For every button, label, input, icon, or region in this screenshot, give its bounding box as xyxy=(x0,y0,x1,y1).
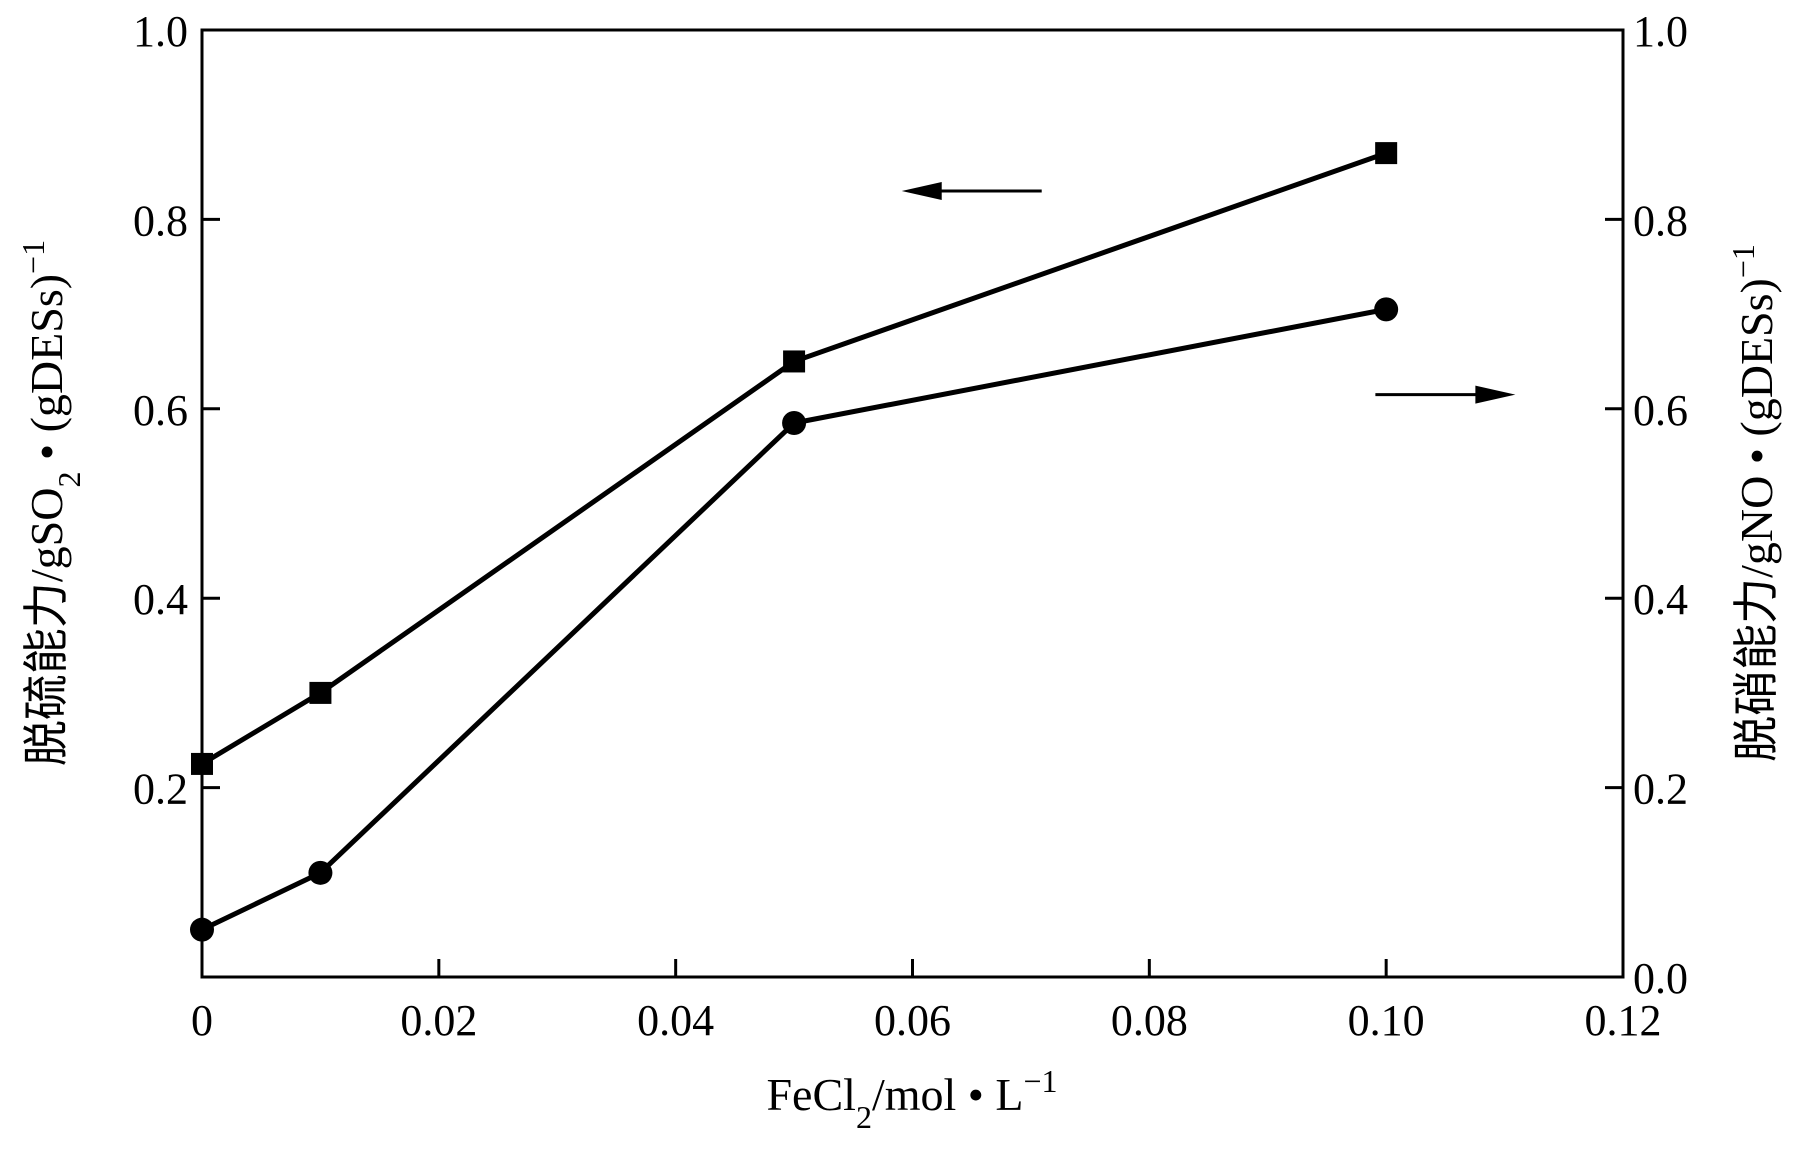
y-right-tick-label: 0.0 xyxy=(1633,954,1688,1003)
y-right-tick-label: 1.0 xyxy=(1633,7,1688,56)
y-axis-left-label: 脱硫能力/gSO2 • (gDESs)−1 xyxy=(15,240,87,766)
data-point-no xyxy=(782,411,807,436)
x-tick-label: 0.10 xyxy=(1348,996,1425,1045)
data-point-no xyxy=(1374,297,1399,322)
y-left-tick-label: 0.2 xyxy=(133,765,188,814)
x-tick-label: 0.04 xyxy=(637,996,714,1045)
y-left-tick-label: 0.8 xyxy=(133,196,188,245)
x-tick-label: 0.02 xyxy=(400,996,477,1045)
x-tick-label: 0.12 xyxy=(1585,996,1662,1045)
x-tick-label: 0.08 xyxy=(1111,996,1188,1045)
arrow-left-icon xyxy=(901,181,1042,200)
data-point-so2 xyxy=(1375,142,1398,165)
tick-labels: 0 0.02 0.04 0.06 0.08 0.10 0.12 0.2 0.4 0.6 0.8 1.0… xyxy=(133,7,1688,1045)
plot-frame xyxy=(200,28,1625,979)
y-right-tick-label: 0.4 xyxy=(1633,575,1688,624)
data-point-no xyxy=(190,917,214,942)
x-tick-label: 0.06 xyxy=(874,996,951,1045)
series-line-so2 xyxy=(200,150,1387,767)
y-right-tick-label: 0.6 xyxy=(1633,386,1688,435)
y-right-tick-label: 0.8 xyxy=(1633,196,1688,245)
y-left-tick-label: 0.4 xyxy=(133,575,188,624)
y-left-tick-label: 0.6 xyxy=(133,386,188,435)
annotations-group xyxy=(901,181,1516,404)
tick-marks xyxy=(202,217,1623,977)
arrow-right-icon xyxy=(1375,385,1516,404)
series-line-no xyxy=(200,306,1387,932)
data-point-so2 xyxy=(309,681,332,704)
y-axis-right-label: 脱硝能力/gNO • (gDESs)−1 xyxy=(1725,244,1782,762)
data-point-no xyxy=(308,860,333,885)
y-right-tick-label: 0.2 xyxy=(1633,765,1688,814)
x-axis-label: FeCl2/mol • L−1 xyxy=(766,1063,1057,1135)
series-group xyxy=(190,142,1399,942)
data-point-so2 xyxy=(783,350,806,373)
y-left-tick-label: 1.0 xyxy=(133,7,188,56)
data-point-so2 xyxy=(191,752,213,775)
x-tick-label: 0 xyxy=(191,996,213,1045)
